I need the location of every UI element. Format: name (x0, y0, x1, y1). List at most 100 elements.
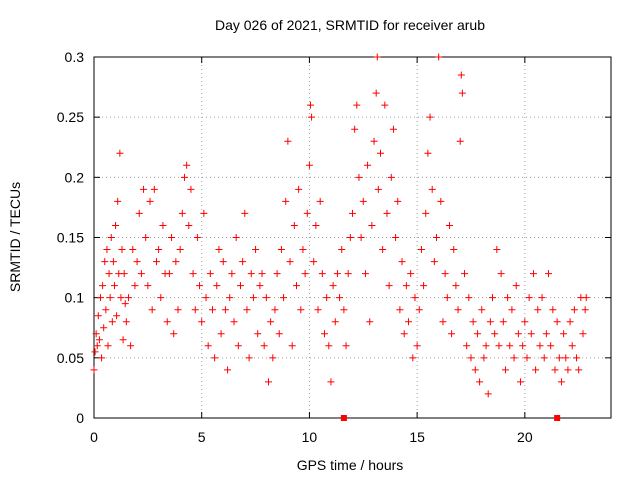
data-point (258, 270, 266, 278)
data-point (323, 294, 331, 302)
data-point (560, 330, 568, 338)
data-point (532, 366, 540, 374)
data-point (189, 270, 197, 278)
data-point (137, 270, 145, 278)
data-point (426, 113, 434, 121)
data-point (364, 161, 372, 169)
data-point (512, 282, 520, 290)
data-point (534, 306, 542, 314)
data-point (280, 294, 288, 302)
data-point (482, 342, 490, 350)
data-point (540, 354, 548, 362)
data-point (104, 342, 112, 350)
data-point (221, 306, 229, 314)
data-point (349, 209, 356, 217)
data-point (314, 306, 322, 314)
data-point (579, 330, 587, 338)
data-point (299, 246, 307, 254)
data-point (491, 330, 499, 338)
data-point (224, 366, 232, 374)
data-point (306, 101, 314, 109)
data-point (269, 354, 277, 362)
data-point (320, 330, 328, 338)
data-point (297, 306, 305, 314)
data-point (187, 185, 195, 193)
data-point (536, 342, 544, 350)
data-point (108, 318, 116, 326)
data-point (310, 258, 318, 266)
data-point (480, 354, 488, 362)
data-point (355, 173, 363, 181)
chart-title: Day 026 of 2021, SRMTID for receiver aru… (215, 17, 485, 33)
data-point (290, 221, 298, 229)
x-tick-label: 5 (198, 429, 206, 445)
data-point (379, 246, 387, 254)
data-point (433, 234, 441, 241)
data-point (170, 330, 178, 338)
data-point (346, 234, 354, 241)
data-point (542, 330, 550, 338)
data-point (183, 161, 191, 169)
data-point (226, 294, 234, 302)
data-point (118, 246, 126, 254)
data-point (180, 173, 188, 181)
data-point (557, 378, 565, 386)
data-point (562, 354, 570, 362)
data-point (109, 258, 117, 266)
data-point (94, 312, 102, 320)
data-point (351, 125, 359, 133)
data-point (96, 294, 104, 302)
x-axis-marker (554, 415, 561, 421)
data-point (215, 246, 223, 254)
data-point (159, 221, 167, 229)
data-point (422, 209, 430, 217)
data-point (131, 282, 139, 290)
data-point (241, 209, 249, 217)
data-point (398, 258, 406, 266)
data-point (140, 185, 148, 193)
data-point (113, 312, 121, 320)
data-point (295, 185, 303, 193)
data-point (202, 294, 210, 302)
data-point (99, 282, 107, 290)
data-point (428, 185, 436, 193)
y-axis-label: SRMTID / TECUs (7, 182, 23, 292)
data-point (374, 185, 382, 193)
data-point (525, 294, 533, 302)
data-point (107, 234, 115, 241)
data-point (305, 161, 313, 169)
data-point (338, 246, 346, 254)
data-point (165, 270, 173, 278)
data-point (575, 366, 583, 374)
data-point (245, 354, 253, 362)
data-point (368, 221, 376, 229)
data-point (249, 294, 257, 302)
data-point (148, 306, 156, 314)
data-point (327, 378, 335, 386)
data-point (275, 330, 283, 338)
data-point (211, 354, 219, 362)
data-point (252, 246, 260, 254)
data-point (193, 234, 201, 241)
data-point (420, 282, 428, 290)
data-point (178, 209, 186, 217)
data-point (493, 246, 501, 254)
data-point (208, 306, 216, 314)
data-point (129, 246, 137, 254)
data-point (570, 306, 578, 314)
data-point (370, 137, 378, 145)
data-point (105, 270, 113, 278)
data-point (489, 294, 497, 302)
data-point (353, 101, 361, 109)
data-point (465, 294, 473, 302)
data-point (484, 390, 492, 398)
data-point (553, 318, 561, 326)
data-point (454, 306, 462, 314)
data-point (400, 330, 408, 338)
data-point (417, 246, 425, 254)
y-tick-label: 0 (76, 410, 84, 426)
data-point (172, 258, 180, 266)
data-point (256, 282, 264, 290)
data-point (114, 197, 122, 205)
data-point (106, 294, 114, 302)
